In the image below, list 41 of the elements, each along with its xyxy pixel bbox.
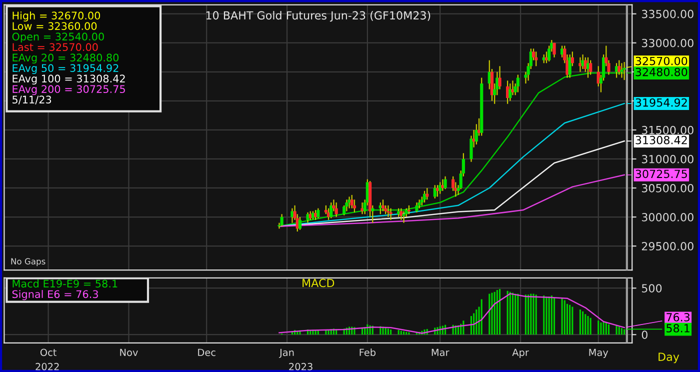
text: 2023 [289, 362, 312, 370]
annotation: Open = 32540.00 [12, 32, 104, 43]
annotation: High = 32670.00 [12, 11, 100, 22]
annotation: EAvg 50 = 31954.92 [12, 64, 118, 74]
annotation: Low = 32360.00 [12, 22, 97, 30]
y-tick-label: 33500.00 [642, 10, 694, 18]
annotation: 76.3 [666, 313, 690, 322]
annotation: 5/11/23 [12, 96, 52, 104]
y-tick-label: 30500.00 [642, 184, 694, 192]
x-tick-label: Feb [360, 348, 376, 356]
annotation: 30725.75 [636, 170, 687, 178]
y-tick-label: 0 [642, 330, 648, 339]
text: 2022 [36, 362, 59, 370]
x-tick-label: Dec [198, 348, 216, 356]
x-tick-label: Jan [279, 348, 294, 358]
x-tick-label: Oct [40, 348, 56, 356]
chart-title: MACD [302, 278, 334, 288]
annotation: EAvg 100 = 31308.42 [12, 74, 125, 85]
annotation: 32570.00 [636, 56, 688, 66]
annotation: Last = 32570.00 [12, 43, 98, 52]
annotation: 31954.92 [636, 98, 687, 107]
annotation: 32480.80 [636, 68, 688, 76]
y-tick-label: 29500.00 [642, 242, 694, 250]
y-tick-label: 33000.00 [642, 38, 694, 48]
annotation: No Gaps [11, 258, 46, 266]
x-tick-label: Apr [512, 348, 529, 358]
y-tick-label: 31500.00 [642, 126, 694, 134]
y-tick-label: 500 [642, 284, 662, 292]
annotation: 58.1 [666, 324, 690, 332]
annotation: Macd E19-E9 = 58.1 [12, 280, 118, 288]
x-tick-label: May [589, 348, 608, 358]
x-tick-label: Nov [120, 348, 138, 356]
annotation: Signal E6 = 76.3 [12, 290, 98, 300]
text: Day [658, 352, 680, 364]
annotation: EAvg 20 = 32480.80 [12, 54, 119, 64]
y-tick-label: 31000.00 [642, 154, 694, 164]
annotation: 31308.42 [636, 136, 687, 144]
text: 10 BAHT Gold Futures Jun-23 (GF10M23) [206, 10, 430, 22]
y-tick-label: 30000.00 [642, 212, 694, 222]
annotation: EAvg 200 = 30725.75 [12, 85, 125, 96]
x-tick-label: Mar [432, 348, 450, 356]
